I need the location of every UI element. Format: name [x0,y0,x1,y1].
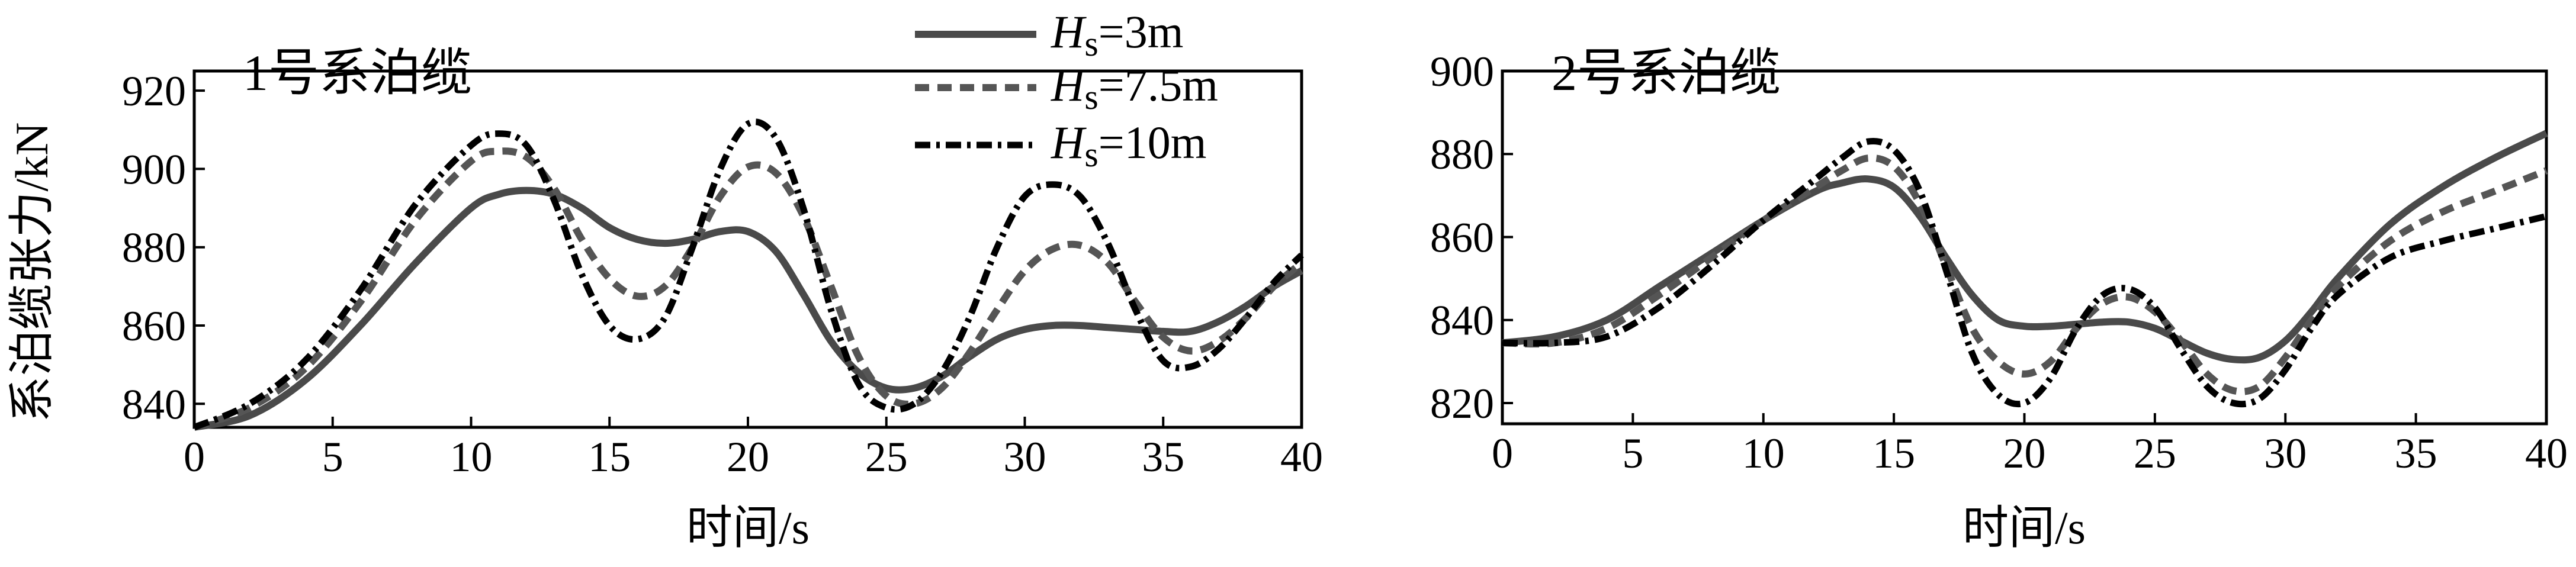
panel-1-x-tick-label: 35 [1142,433,1184,481]
panel-1-y-tick-label: 840 [122,381,186,428]
panel-1-ticks: 0 5 10 15 20 25 30 35 40 840 860 880 900 920 [122,67,1323,481]
legend-label-hs10: Hs=10m [1051,117,1206,174]
panel-2-series-line-1 [1502,130,2548,364]
panel-2-x-tick-label: 15 [1872,430,1915,477]
panel-1-x-axis-label: 时间/s [686,502,810,553]
panel-2-title: 2号系泊缆 [1552,44,1781,101]
legend: Hs=3m Hs=7.5m Hs=10m [915,6,1218,174]
panel-1-series-line-2 [193,147,1304,431]
panel-2-x-tick-label: 35 [2395,430,2437,477]
panel-1-series-line-1 [193,186,1303,431]
panel-2-x-tick-label: 25 [2134,430,2176,477]
panel-1-x-tick-label: 15 [588,433,631,481]
panel-1-series-line-3 [192,118,1304,431]
y-axis-label: 系泊缆张力/kN [6,122,57,422]
panel-2-x-tick-label: 20 [2003,430,2046,477]
panel-2-ticks: 0 5 10 15 20 25 30 35 40 820 840 860 880 900 [1430,48,2568,477]
panel-2-y-tick-label: 860 [1430,214,1494,261]
legend-entry-hs7-5: Hs=7.5m [915,59,1218,117]
legend-entry-hs10: Hs=10m [915,117,1206,174]
panel-2-y-tick-label: 880 [1430,131,1494,178]
panel-2-y-tick-label: 900 [1430,48,1494,95]
panel-1-x-tick-label: 5 [322,433,343,481]
panel-1-x-tick-label: 40 [1280,433,1323,481]
chart-panel-1: 0 5 10 15 20 25 30 35 40 840 860 880 900 920 1号系泊缆 时间… [122,44,1323,553]
panel-1-x-tick-label: 10 [450,433,493,481]
panel-2-y-tick-label: 820 [1430,380,1494,427]
panel-2-series-line-2 [1502,154,2548,395]
panel-1-y-tick-label: 920 [122,67,186,115]
panel-1-y-tick-label: 880 [122,224,186,272]
panel-2-y-tick-label: 840 [1430,297,1494,344]
panel-2-x-tick-label: 40 [2525,430,2568,477]
panel-2-x-axis-label: 时间/s [1962,502,2086,553]
panel-2-x-tick-label: 5 [1622,430,1643,477]
panel-2-series-line-3 [1502,137,2548,408]
panel-2-x-tick-label: 0 [1492,430,1513,477]
panel-1-series [192,118,1304,431]
panel-1-x-tick-label: 0 [184,433,205,481]
panel-1-title: 1号系泊缆 [243,44,472,101]
legend-label-hs7-5: Hs=7.5m [1051,59,1218,117]
panel-1-y-tick-label: 900 [122,146,186,193]
panel-2-series [1502,130,2548,408]
panel-1-x-tick-label: 25 [865,433,908,481]
panel-1-x-tick-label: 30 [1004,433,1046,481]
chart-panel-2: 0 5 10 15 20 25 30 35 40 820 840 860 880 900 2号系泊缆 时间… [1430,44,2568,553]
panel-2-x-tick-label: 10 [1742,430,1785,477]
legend-label-hs3: Hs=3m [1051,6,1183,63]
panel-1-x-tick-label: 20 [727,433,769,481]
legend-entry-hs3: Hs=3m [915,6,1183,63]
panel-1-y-tick-label: 860 [122,302,186,350]
panel-2-x-tick-label: 30 [2264,430,2307,477]
